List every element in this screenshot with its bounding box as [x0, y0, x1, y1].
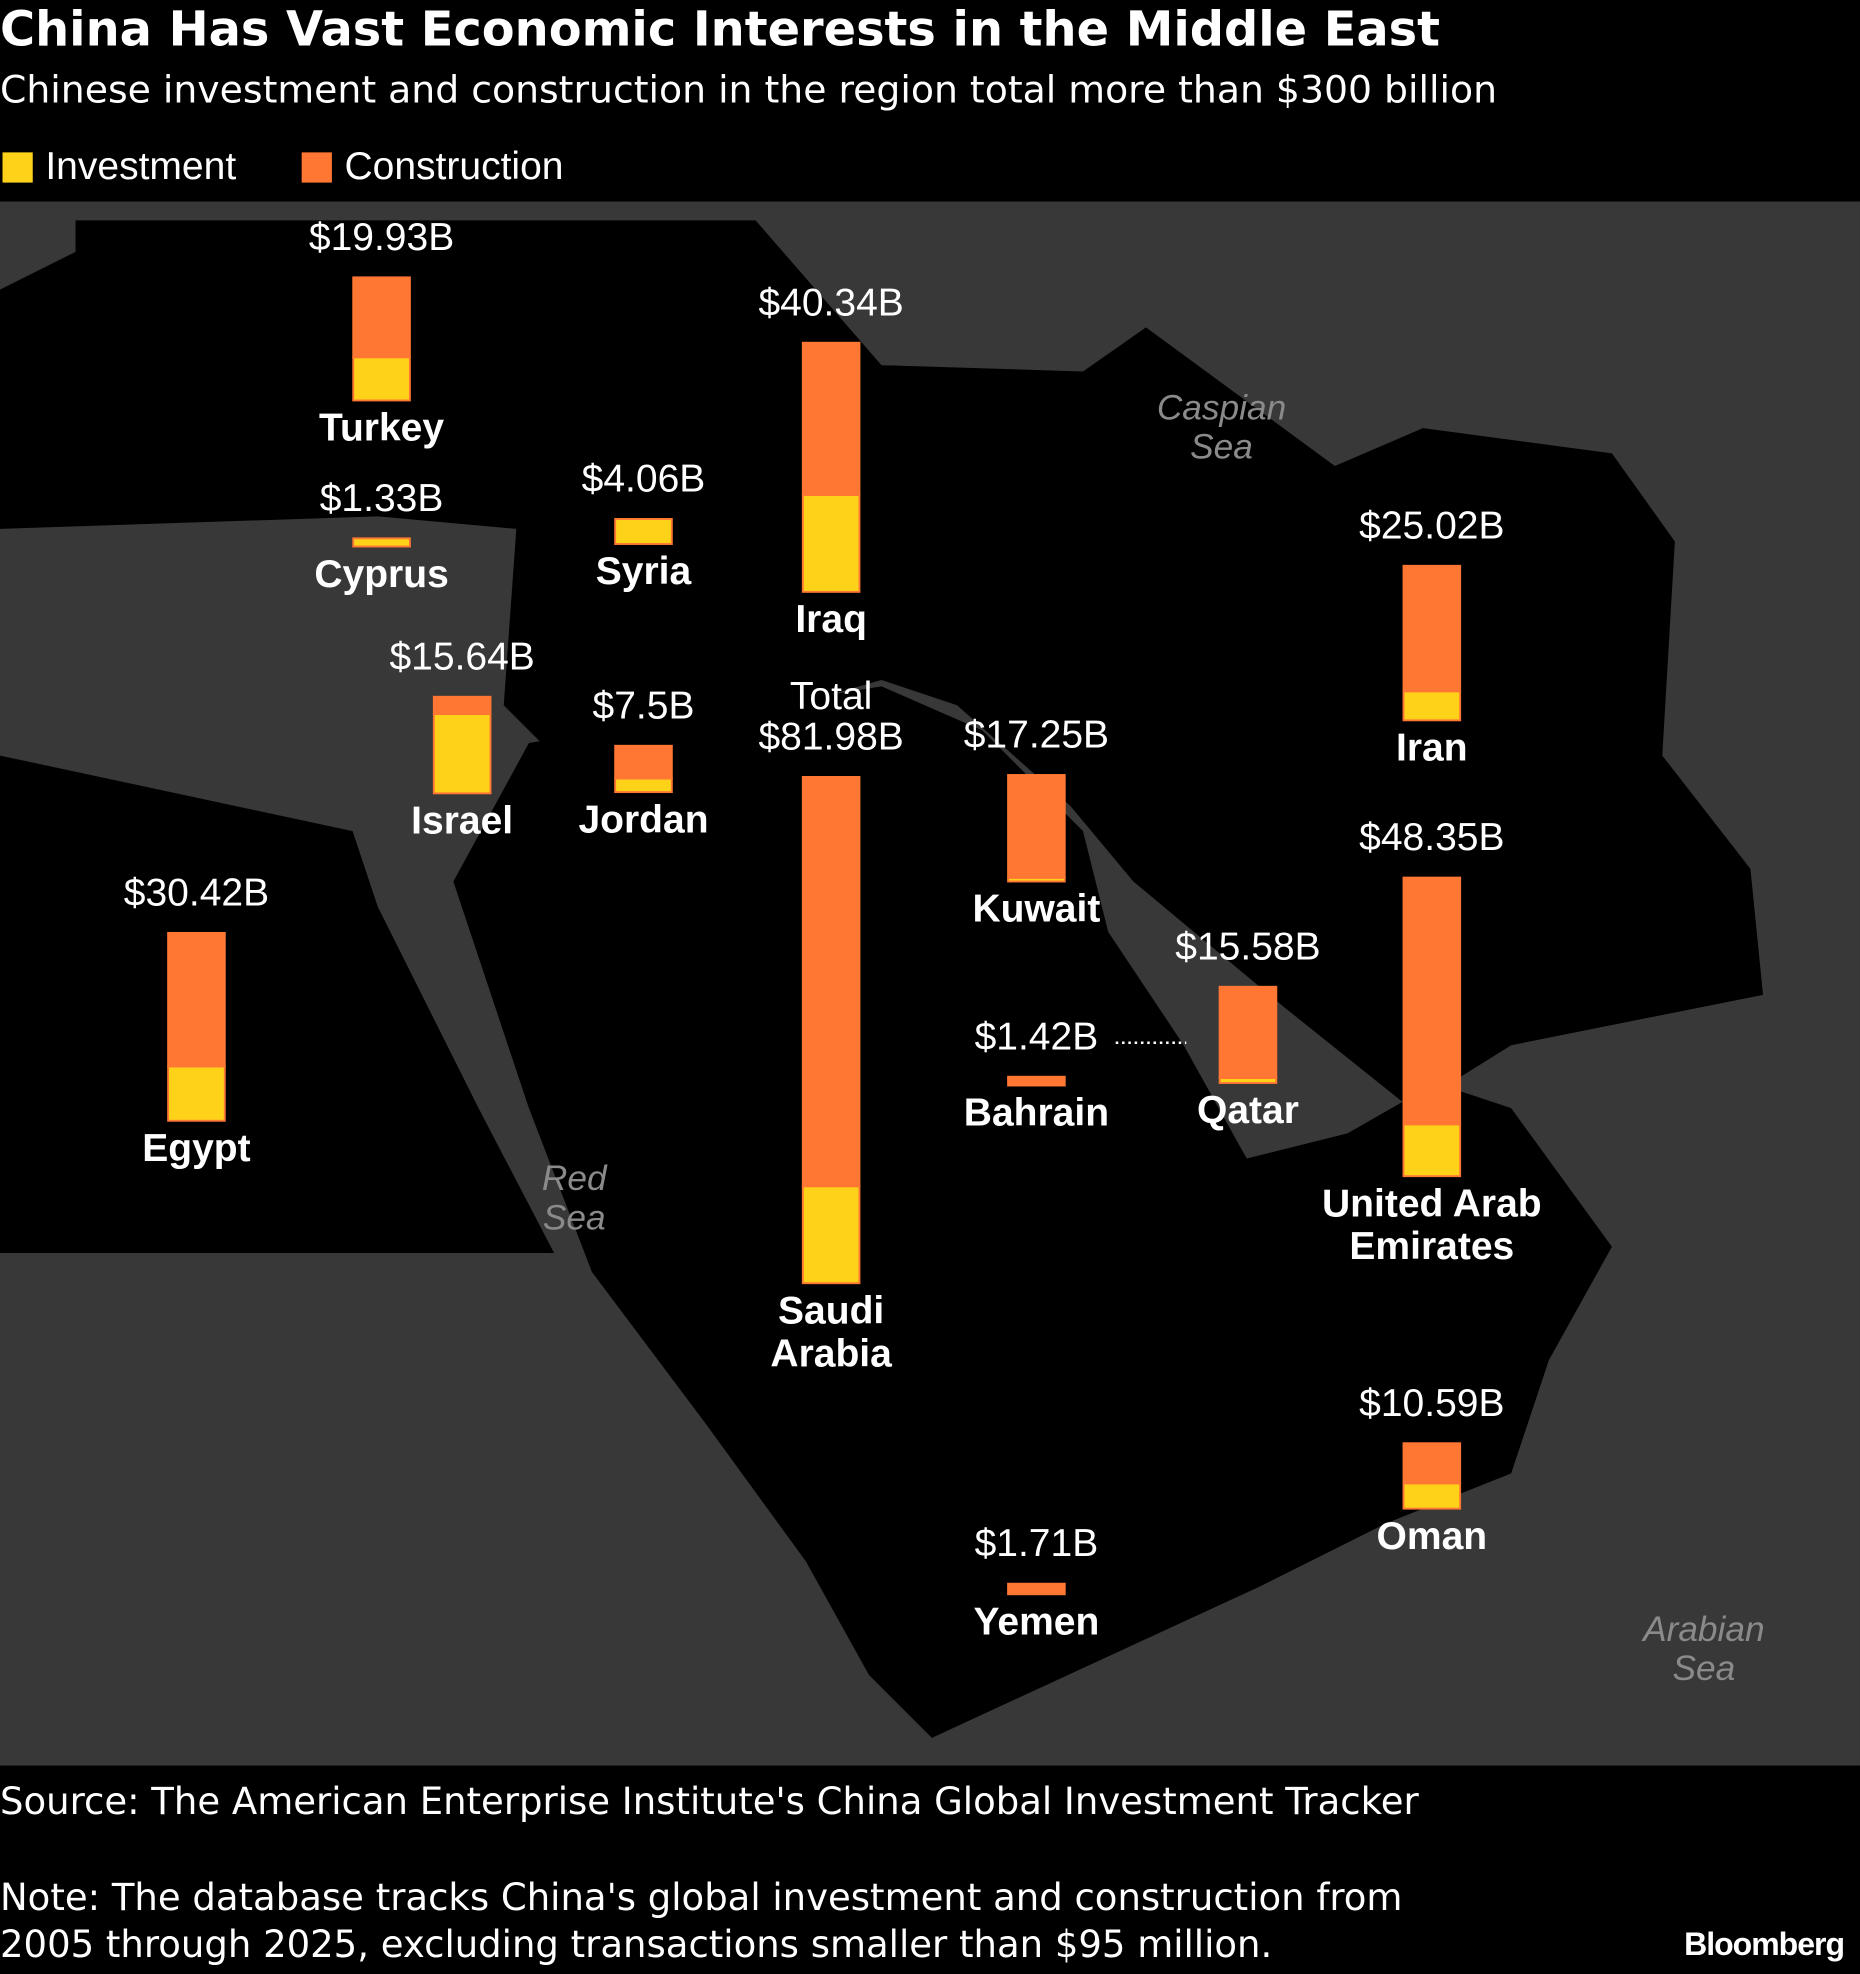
- bar-segment: [167, 931, 226, 1068]
- bar-segment: [1218, 985, 1278, 1080]
- legend-label: Construction: [344, 145, 563, 188]
- note: Note: The database tracks China's global…: [0, 1876, 1403, 1966]
- bar-segment: [1402, 1442, 1462, 1485]
- country-label: Bahrain: [964, 1092, 1109, 1135]
- total-label: Total: [790, 675, 872, 718]
- map-land: [0, 220, 1764, 1738]
- bar-segment: [614, 518, 673, 545]
- bar-segment: [1007, 1582, 1066, 1596]
- value-label: $30.42B: [124, 871, 269, 914]
- bar-segment: [352, 276, 411, 359]
- country-label: Kuwait: [972, 888, 1100, 931]
- legend-swatch: [2, 152, 33, 183]
- country-label: Qatar: [1197, 1090, 1299, 1133]
- bar-segment: [1007, 774, 1066, 879]
- bar-segment: [167, 1065, 226, 1122]
- value-label: $1.71B: [975, 1522, 1099, 1565]
- value-label: $15.64B: [389, 635, 534, 678]
- value-label: $1.42B: [975, 1015, 1099, 1058]
- bar-segment: [1402, 564, 1462, 693]
- value-label: $81.98B: [758, 715, 903, 758]
- value-label: $1.33B: [320, 477, 444, 520]
- sea-label: Caspian Sea: [1157, 389, 1286, 467]
- sea-label: Arabian Sea: [1641, 1610, 1765, 1688]
- bar-segment: [432, 713, 492, 795]
- brand: Bloomberg: [1684, 1926, 1845, 1962]
- bar-segment: [801, 776, 861, 1188]
- bar-segment: [352, 537, 411, 548]
- value-label: $15.58B: [1175, 925, 1320, 968]
- country-label: Iran: [1396, 727, 1468, 770]
- value-label: $17.25B: [964, 714, 1109, 757]
- legend-swatch: [301, 152, 332, 183]
- bar-segment: [1007, 1075, 1066, 1087]
- value-label: $7.5B: [593, 684, 695, 727]
- bar-segment: [1402, 876, 1462, 1126]
- country-label: Turkey: [319, 407, 444, 450]
- bar-segment: [801, 341, 861, 496]
- country-label: Syria: [596, 551, 692, 594]
- country-label: Cyprus: [314, 553, 448, 596]
- bar-segment: [801, 493, 861, 593]
- value-label: $40.34B: [758, 281, 903, 324]
- bar-segment: [352, 356, 411, 402]
- bar-segment: [1402, 690, 1462, 722]
- bar-segment: [1402, 1482, 1462, 1510]
- sea-label: Red Sea: [542, 1160, 608, 1238]
- country-label: Yemen: [974, 1601, 1100, 1644]
- bar-segment: [1402, 1123, 1462, 1178]
- chart-subtitle: Chinese investment and construction in t…: [0, 67, 1497, 111]
- country-label: Iraq: [795, 598, 867, 641]
- legend-label: Investment: [45, 145, 236, 188]
- chart-title: China Has Vast Economic Interests in the…: [0, 3, 1440, 58]
- country-label: Israel: [411, 800, 513, 843]
- value-label: $48.35B: [1359, 816, 1504, 859]
- country-label: United Arab Emirates: [1322, 1183, 1542, 1269]
- value-label: $19.93B: [309, 216, 454, 259]
- source: Source: The American Enterprise Institut…: [0, 1780, 1419, 1823]
- bar-segment: [614, 744, 673, 780]
- bar-segment: [614, 777, 673, 794]
- value-label: $10.59B: [1359, 1382, 1504, 1425]
- value-label: $4.06B: [582, 457, 706, 500]
- value-label: $25.02B: [1359, 504, 1504, 547]
- country-label: Jordan: [578, 799, 708, 842]
- country-label: Egypt: [142, 1127, 250, 1170]
- bar-segment: [801, 1185, 861, 1285]
- country-label: Oman: [1377, 1515, 1488, 1558]
- bar-segment: [432, 695, 492, 716]
- country-label: Saudi Arabia: [770, 1290, 892, 1376]
